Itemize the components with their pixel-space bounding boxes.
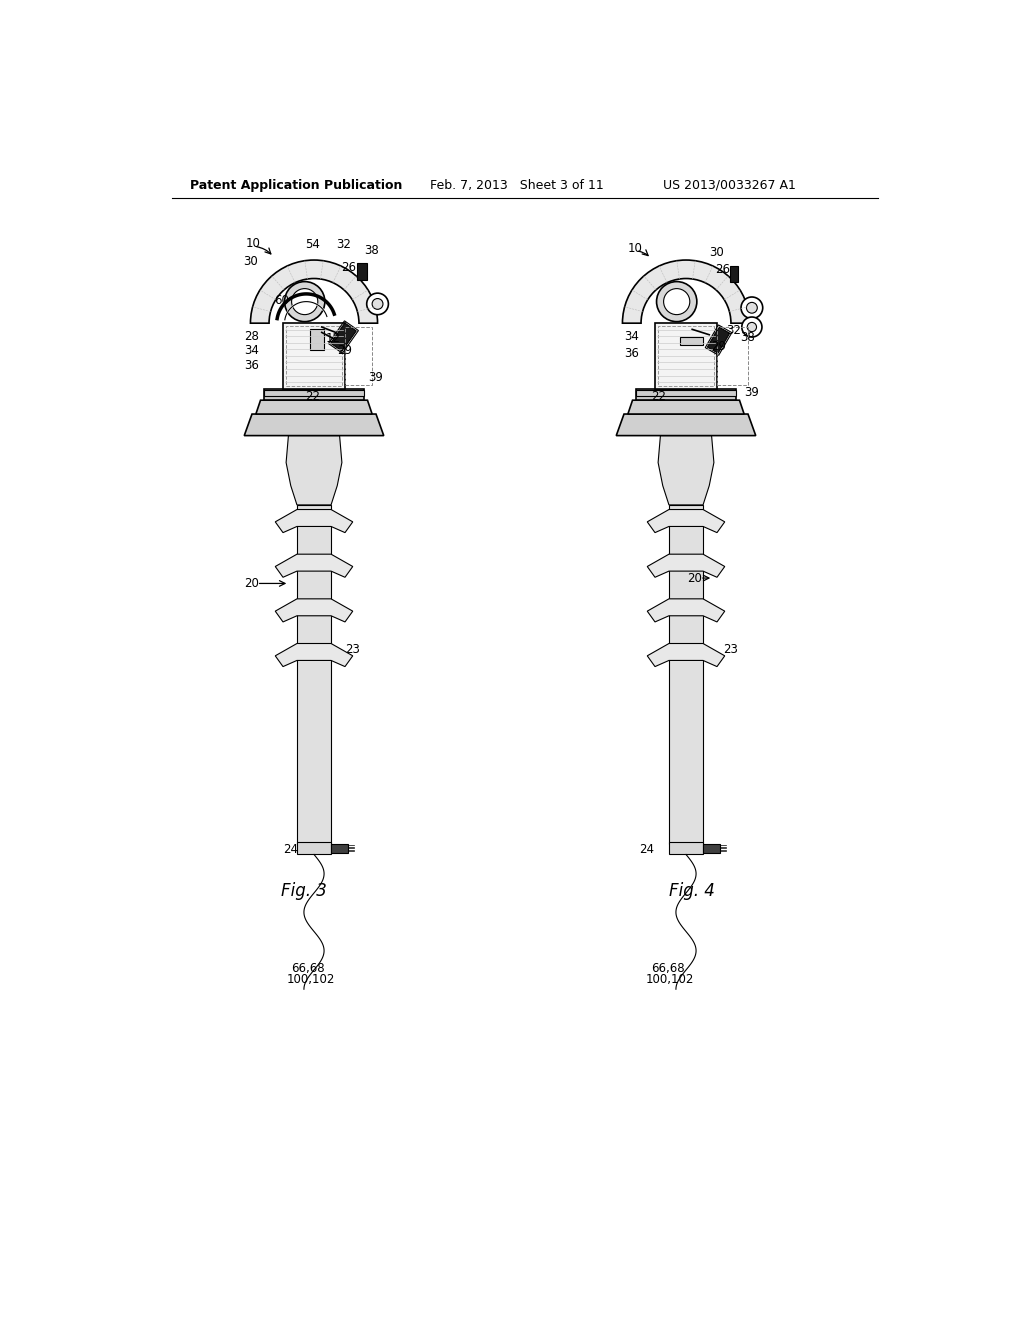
Text: 36: 36 <box>624 347 639 360</box>
Wedge shape <box>251 260 378 323</box>
Circle shape <box>748 322 757 331</box>
Polygon shape <box>297 506 331 843</box>
Text: 10: 10 <box>628 242 643 255</box>
FancyBboxPatch shape <box>669 842 703 854</box>
Circle shape <box>367 293 388 314</box>
Text: 39: 39 <box>369 371 383 384</box>
Polygon shape <box>708 327 730 354</box>
Circle shape <box>656 281 697 322</box>
Polygon shape <box>647 599 725 622</box>
Polygon shape <box>628 400 744 414</box>
Text: 39: 39 <box>744 385 759 399</box>
Text: 12: 12 <box>326 333 341 345</box>
Polygon shape <box>275 554 352 577</box>
Polygon shape <box>275 644 352 667</box>
FancyBboxPatch shape <box>703 843 720 853</box>
Text: 38: 38 <box>740 330 755 343</box>
Polygon shape <box>256 400 372 414</box>
Text: 26: 26 <box>716 263 730 276</box>
Text: 24: 24 <box>640 842 654 855</box>
Text: 30: 30 <box>243 255 257 268</box>
Text: 22: 22 <box>305 389 319 403</box>
Text: 29: 29 <box>337 343 352 356</box>
Polygon shape <box>616 414 756 436</box>
FancyBboxPatch shape <box>636 388 736 400</box>
Polygon shape <box>658 436 714 506</box>
Text: 100,102: 100,102 <box>646 973 694 986</box>
Text: 30: 30 <box>710 246 724 259</box>
Circle shape <box>746 302 758 313</box>
Text: 10: 10 <box>246 236 261 249</box>
Text: 32: 32 <box>726 325 741 338</box>
Circle shape <box>292 289 317 314</box>
Text: 34: 34 <box>245 343 259 356</box>
Polygon shape <box>669 506 703 843</box>
Polygon shape <box>647 554 725 577</box>
Text: US 2013/0033267 A1: US 2013/0033267 A1 <box>663 178 796 191</box>
Polygon shape <box>286 436 342 506</box>
Text: 28: 28 <box>245 330 259 343</box>
FancyBboxPatch shape <box>283 323 345 388</box>
Text: 66,68: 66,68 <box>651 962 685 975</box>
Polygon shape <box>245 414 384 436</box>
Text: 23: 23 <box>345 643 359 656</box>
Text: Fig. 3: Fig. 3 <box>282 883 328 900</box>
Text: Fig. 4: Fig. 4 <box>669 883 715 900</box>
Circle shape <box>741 317 762 337</box>
Polygon shape <box>647 644 725 667</box>
Text: 29: 29 <box>712 339 727 352</box>
Text: 60: 60 <box>273 293 289 306</box>
FancyBboxPatch shape <box>636 391 736 396</box>
Polygon shape <box>275 599 352 622</box>
Text: 54: 54 <box>305 238 319 251</box>
Text: 34: 34 <box>624 330 639 343</box>
Text: 22: 22 <box>651 389 667 403</box>
Polygon shape <box>680 337 703 345</box>
Circle shape <box>741 297 763 318</box>
Text: 66,68: 66,68 <box>291 962 325 975</box>
FancyBboxPatch shape <box>655 323 717 388</box>
Text: Patent Application Publication: Patent Application Publication <box>190 178 402 191</box>
Circle shape <box>664 289 690 314</box>
Polygon shape <box>647 510 725 533</box>
Polygon shape <box>730 267 738 281</box>
FancyBboxPatch shape <box>310 329 324 350</box>
Polygon shape <box>331 323 356 351</box>
Polygon shape <box>275 510 352 533</box>
Text: 20: 20 <box>245 577 259 590</box>
Text: 36: 36 <box>245 359 259 372</box>
Text: 24: 24 <box>283 842 298 855</box>
FancyBboxPatch shape <box>297 842 331 854</box>
Text: 23: 23 <box>723 643 738 656</box>
Circle shape <box>285 281 325 322</box>
Text: 26: 26 <box>341 261 356 275</box>
FancyBboxPatch shape <box>263 391 365 396</box>
Text: 100,102: 100,102 <box>287 973 335 986</box>
Text: 32: 32 <box>336 238 350 251</box>
Text: Feb. 7, 2013   Sheet 3 of 11: Feb. 7, 2013 Sheet 3 of 11 <box>430 178 604 191</box>
FancyBboxPatch shape <box>263 388 365 400</box>
Circle shape <box>372 298 383 309</box>
FancyBboxPatch shape <box>331 843 348 853</box>
Wedge shape <box>623 260 750 323</box>
Polygon shape <box>357 263 367 280</box>
Text: 38: 38 <box>365 244 379 257</box>
Text: 20: 20 <box>687 572 702 585</box>
